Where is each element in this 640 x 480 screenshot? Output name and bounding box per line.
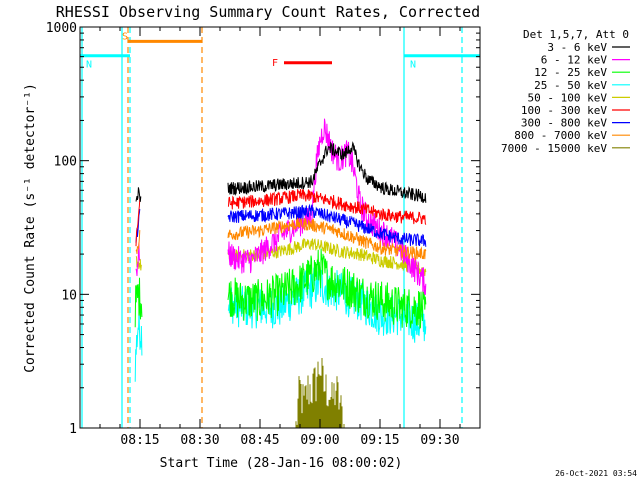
series-line-8 [295,358,345,428]
legend-entry-label: 7000 - 15000 keV [501,142,607,155]
y-axis-label: Corrected Count Rate (s⁻¹ detector⁻¹) [23,83,38,373]
legend-entry-label: 12 - 25 keV [534,66,607,79]
x-axis-label: Start Time (28-Jan-16 08:00:02) [160,456,403,471]
footer-timestamp: 26-Oct-2021 03:54 [555,469,637,478]
x-tick-label: 08:45 [240,433,279,448]
legend-entry-label: 6 - 12 keV [541,54,608,67]
series-line-5-seg-0 [135,198,141,247]
annotation-label-2: N [410,60,416,71]
series-line-2-seg-1 [227,248,427,330]
plot-area: S N N F [80,27,480,428]
x-tick-label: 08:30 [180,433,219,448]
series-line-7-seg-1 [227,216,427,261]
legend-entry-label: 50 - 100 keV [528,91,608,104]
series-line-2-seg-0 [134,277,143,328]
legend-entry-label: 25 - 50 keV [534,79,607,92]
legend-entry-label: 100 - 300 keV [521,104,607,117]
series-line-1-seg-0 [135,242,141,277]
series-line-7-seg-0 [135,230,141,254]
y-tick-label: 1 [69,422,77,437]
legend-entry-label: 3 - 6 keV [547,41,607,54]
series-line-6-seg-1 [227,203,427,247]
x-tick-label: 09:30 [420,433,459,448]
series-line-0-seg-1 [227,141,427,203]
annotation-label-3: F [272,58,278,69]
legend-entry-label: 800 - 7000 keV [514,129,607,142]
y-tick-label: 100 [54,155,77,170]
legend-header: Det 1,5,7, Att 0 [523,28,629,41]
x-tick-label: 08:15 [120,433,159,448]
series-line-3-seg-0 [134,307,143,382]
annotation-label-1: N [86,60,92,71]
chart-title: RHESSI Observing Summary Count Rates, Co… [56,3,480,21]
series-line-5-seg-1 [227,189,427,225]
annotation-label-0: S [122,31,128,42]
series-line-0-seg-0 [135,187,142,202]
y-tick-label: 10 [61,288,77,303]
y-tick-label: 1000 [46,21,77,36]
axes: 1 10 100 1000 08:15 08:30 08:45 09:00 09:15 09:30 [46,21,481,448]
x-tick-label: 09:00 [300,433,339,448]
legend-entry-label: 300 - 800 keV [521,117,607,130]
x-tick-label: 09:15 [360,433,399,448]
